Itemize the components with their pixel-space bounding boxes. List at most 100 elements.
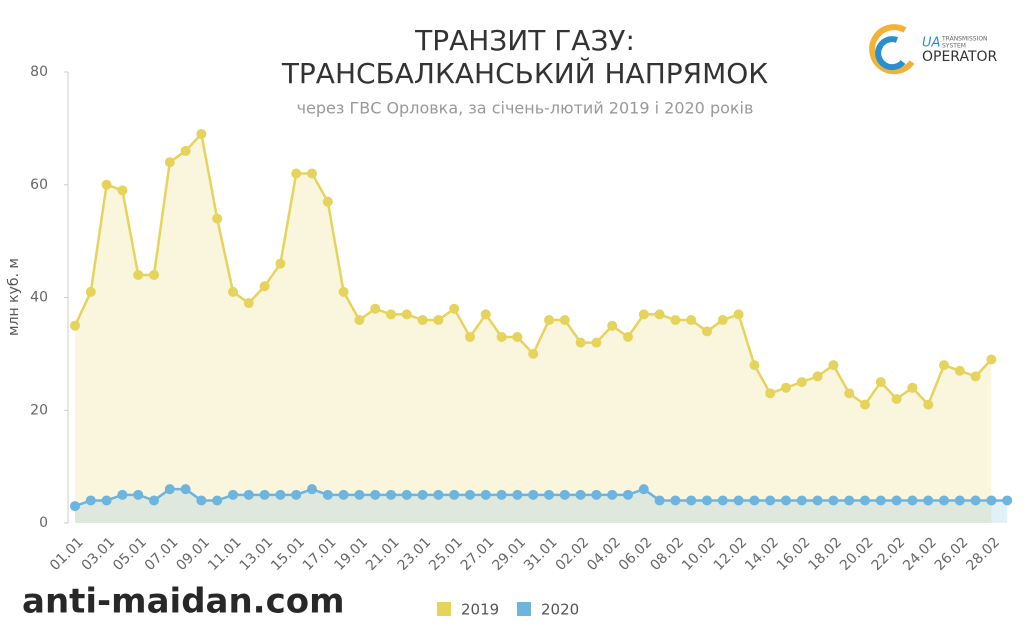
marker <box>575 489 586 500</box>
marker <box>133 489 144 500</box>
marker <box>70 501 80 512</box>
area <box>75 489 1008 523</box>
marker <box>433 315 444 326</box>
marker <box>307 484 317 495</box>
x-tick-label: 13.01 <box>237 534 277 574</box>
x-tick-label: 27.01 <box>458 534 498 574</box>
marker <box>891 393 902 404</box>
x-tick-label: 15.01 <box>268 534 308 574</box>
marker <box>733 309 744 320</box>
marker <box>749 360 760 371</box>
logo-mark: UA <box>922 36 940 51</box>
marker <box>544 489 554 500</box>
marker <box>338 489 349 500</box>
x-tick-label: 11.01 <box>205 534 245 574</box>
marker <box>638 309 649 320</box>
marker <box>812 371 823 382</box>
marker <box>228 286 238 297</box>
marker <box>686 315 697 326</box>
marker <box>465 331 475 342</box>
marker <box>591 337 602 348</box>
logo-arc <box>869 24 915 75</box>
marker <box>117 489 128 500</box>
marker <box>765 495 776 506</box>
chart-title: ТРАНСБАЛКАНСЬКИЙ НАПРЯМОК <box>281 56 768 90</box>
marker <box>923 495 934 506</box>
marker <box>386 309 396 320</box>
marker <box>781 382 791 393</box>
marker <box>496 331 507 342</box>
marker <box>670 495 681 506</box>
legend-label: 2020 <box>541 601 579 619</box>
x-tick-label: 17.01 <box>300 534 340 574</box>
x-tick-label: 25.01 <box>426 534 466 574</box>
marker <box>417 315 428 326</box>
marker <box>370 489 381 500</box>
marker <box>354 315 365 326</box>
logo-small: SYSTEM <box>942 43 966 50</box>
logo: UA TRANSMISSION SYSTEM OPERATOR <box>869 24 998 75</box>
x-tick-label: 18.02 <box>805 534 845 574</box>
marker <box>101 495 112 506</box>
marker <box>117 185 128 196</box>
marker <box>275 489 286 500</box>
marker <box>528 348 539 359</box>
marker <box>85 286 96 297</box>
marker <box>654 309 665 320</box>
legend-swatch <box>437 602 451 616</box>
marker <box>575 337 586 348</box>
x-tick-label: 01.01 <box>47 534 87 574</box>
marker <box>796 495 807 506</box>
marker <box>623 489 633 500</box>
marker <box>828 360 839 371</box>
marker <box>417 489 428 500</box>
y-tick-label: 20 <box>30 402 48 418</box>
marker <box>607 489 618 500</box>
y-tick-label: 60 <box>30 177 48 193</box>
x-tick-label: 12.02 <box>711 534 751 574</box>
marker <box>765 388 776 399</box>
marker <box>386 489 396 500</box>
marker <box>149 269 159 280</box>
marker <box>702 495 712 506</box>
marker <box>954 495 965 506</box>
marker <box>939 360 949 371</box>
marker <box>638 484 649 495</box>
marker <box>164 157 175 168</box>
marker <box>243 298 254 309</box>
x-tick-label: 09.01 <box>173 534 213 574</box>
marker <box>322 489 333 500</box>
marker <box>623 331 633 342</box>
marker <box>196 129 207 140</box>
x-tick-label: 16.02 <box>774 534 814 574</box>
x-tick-label: 10.02 <box>679 534 719 574</box>
marker <box>101 179 112 190</box>
x-tick-label: 21.01 <box>363 534 403 574</box>
marker <box>875 377 886 388</box>
x-tick-label: 07.01 <box>142 534 182 574</box>
marker <box>686 495 697 506</box>
marker <box>559 315 570 326</box>
marker <box>717 315 728 326</box>
marker <box>1002 495 1013 506</box>
marker <box>559 489 570 500</box>
watermark: anti-maidan.com <box>22 582 345 622</box>
marker <box>465 489 475 500</box>
logo-name: OPERATOR <box>922 49 998 65</box>
marker <box>259 489 270 500</box>
marker <box>449 303 460 314</box>
x-tick-label: 05.01 <box>110 534 150 574</box>
logo-small: TRANSMISSION <box>941 36 988 43</box>
marker <box>480 309 491 320</box>
marker <box>923 399 934 410</box>
legend-label: 2019 <box>461 601 499 619</box>
marker <box>354 489 365 500</box>
marker <box>749 495 760 506</box>
marker <box>875 495 886 506</box>
marker <box>401 309 412 320</box>
y-tick-label: 40 <box>30 290 48 306</box>
marker <box>212 495 223 506</box>
marker <box>180 145 191 156</box>
marker <box>307 168 317 179</box>
marker <box>986 495 997 506</box>
